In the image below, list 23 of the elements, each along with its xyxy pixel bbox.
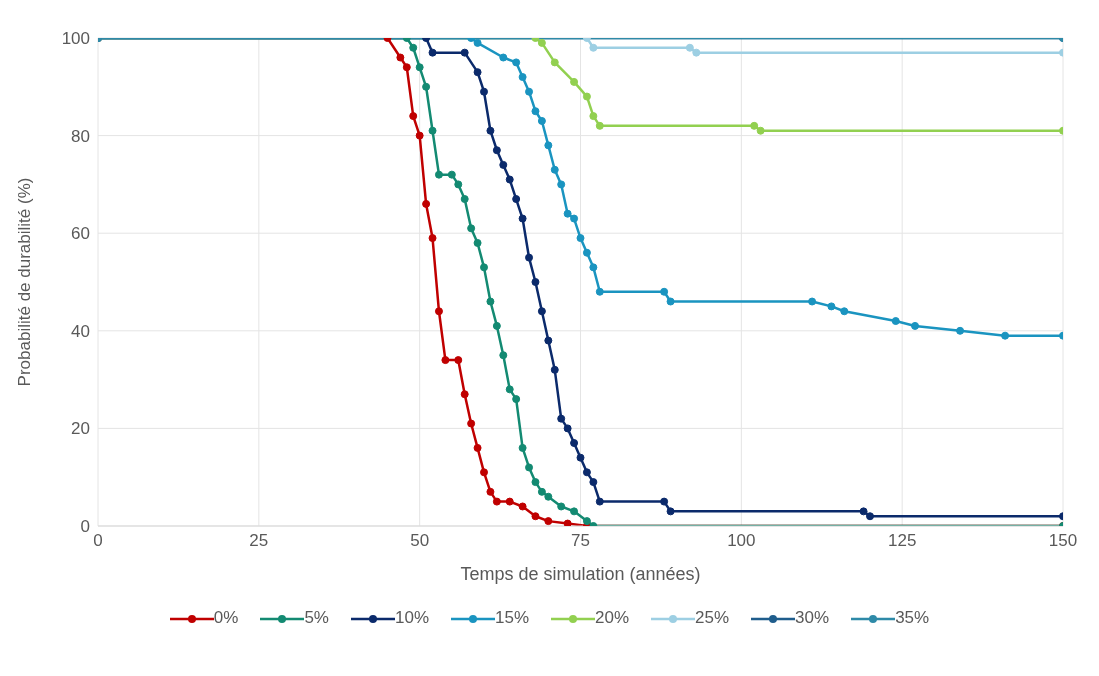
legend-label: 10% — [394, 608, 430, 627]
x-tick-label: 25 — [249, 531, 269, 551]
legend-label: 35% — [895, 608, 930, 627]
x-tick-label: 50 — [410, 531, 430, 551]
y-axis-title: Probabilité de durabilité (%) — [15, 177, 35, 387]
y-tick-label: 60 — [71, 224, 90, 244]
legend-label: 15% — [495, 608, 530, 627]
legend-label: 20% — [595, 608, 630, 627]
legend-label: 30% — [795, 608, 830, 627]
y-tick-label: 100 — [61, 29, 90, 49]
x-tick-label: 125 — [887, 531, 917, 551]
legend-label: 25% — [695, 608, 730, 627]
x-tick-label: 75 — [571, 531, 590, 551]
legend-label: 0% — [213, 608, 239, 627]
y-tick-label: 40 — [71, 321, 90, 341]
y-tick-label: 0 — [80, 517, 90, 537]
x-axis-title: Temps de simulation (années) — [460, 564, 701, 584]
legend-label: 5% — [304, 608, 329, 627]
y-tick-label: 20 — [71, 419, 90, 439]
x-tick-label: 100 — [727, 531, 756, 551]
x-tick-label: 150 — [1048, 531, 1078, 551]
y-tick-label: 80 — [71, 126, 90, 146]
x-tick-label: 0 — [93, 531, 103, 551]
